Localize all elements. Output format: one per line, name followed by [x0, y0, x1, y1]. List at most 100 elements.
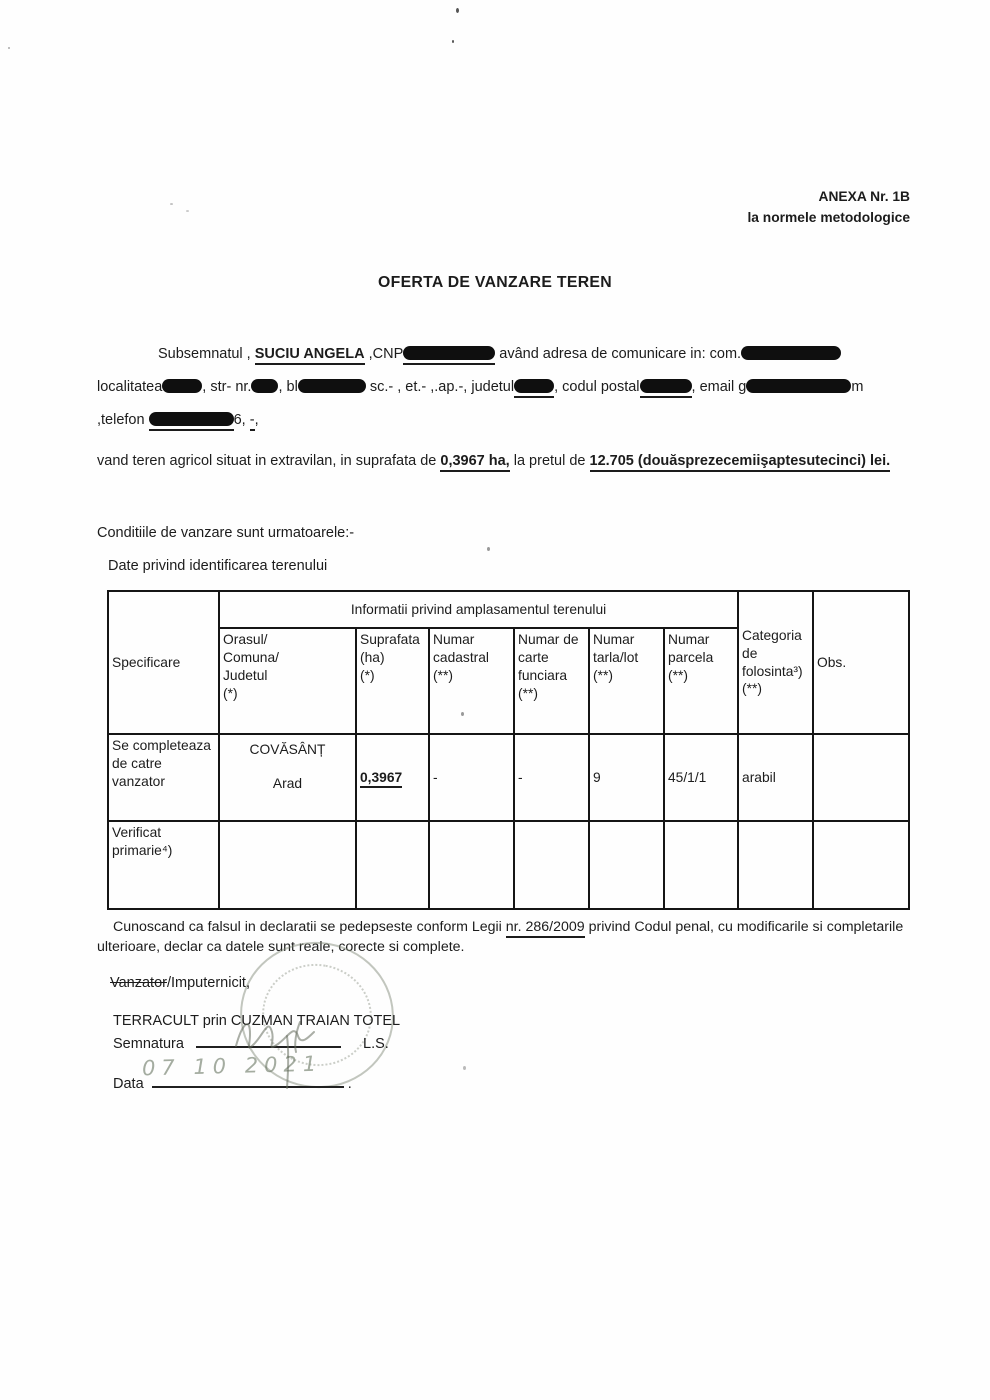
header-suprafata: Suprafata (ha) (*)	[355, 627, 430, 735]
scan-speck	[186, 210, 189, 212]
scan-speck	[463, 1066, 466, 1070]
row2-location	[218, 820, 357, 910]
header-specificare: Specificare	[107, 590, 220, 735]
intro-l3-after: 6,	[233, 412, 250, 428]
header-obs: Obs.	[812, 590, 911, 735]
header-carte-funciara: Numar de carte funciara (**)	[513, 627, 590, 735]
redaction-bar-street-no	[251, 379, 279, 393]
signature-blank-line	[195, 1032, 341, 1048]
row2-tarla	[588, 820, 665, 910]
signer-role: Vanzator/Imputernicit,	[110, 974, 250, 993]
table-row-verificat: Verificat primarie⁴)	[107, 820, 911, 910]
data-label: Data	[113, 1076, 144, 1092]
role-imputernicit: /Imputernicit,	[166, 975, 250, 991]
row1-suprafata: 0,3967	[355, 733, 430, 822]
row1-county: Arad	[272, 775, 303, 791]
legal-note-line-2: ulterioare, declar ca datele sunt reale,…	[97, 939, 465, 955]
scan-speck	[456, 8, 459, 13]
redaction-bar-postal	[639, 379, 692, 393]
redaction-bar-phone	[148, 412, 234, 426]
row1-tarla: 9	[588, 733, 665, 822]
header-span-informatii: Informatii privind amplasamentul terenul…	[217, 590, 740, 629]
redaction-bar-email	[746, 379, 852, 393]
law-reference: nr. 286/2009	[505, 919, 585, 938]
scan-speck	[487, 547, 490, 551]
offer-text-mid: la pretul de	[509, 453, 590, 469]
redaction-bar-block	[297, 379, 366, 393]
row1-city: COVĂSÂNȚ	[249, 742, 326, 757]
intro-l2-bl: , bl	[278, 379, 298, 395]
intro-l1-post: având adresa de comunicare in: com.	[495, 346, 742, 362]
redaction-bar-county	[514, 379, 555, 393]
intro-l1-cnp-label: ,CNP	[364, 346, 404, 362]
row1-cadastral: -	[428, 733, 515, 822]
intro-line-1: Subsemnatul , SUCIU ANGELA ,CNP având ad…	[158, 345, 842, 365]
row2-carte-funciara	[513, 820, 590, 910]
header-tarla: Numar tarla/lot (**)	[588, 627, 665, 735]
company-line: TERRACULT prin CUZMAN TRAIAN TOTEL	[113, 1013, 401, 1029]
annex-line-1: ANEXA Nr. 1B	[818, 189, 911, 204]
intro-l3-end: ,	[254, 412, 259, 428]
row1-label: Se completeaza de catre vanzator	[107, 733, 220, 822]
intro-line-3: ,telefon 6, -,	[97, 411, 259, 431]
semnatura-line: Semnatura L.S.	[113, 1032, 389, 1054]
row1-obs	[812, 733, 911, 822]
semnatura-label: Semnatura	[113, 1036, 184, 1052]
intro-l2-email: , email g	[691, 379, 747, 395]
land-table: Specificare Informatii privind amplasame…	[107, 590, 911, 910]
intro-l2-end: m	[851, 379, 864, 395]
phone-redaction-wrap	[148, 412, 234, 431]
ls-label: L.S.	[363, 1036, 389, 1052]
redaction-bar-cnp	[403, 346, 496, 360]
row1-location: COVĂSÂNȚ Arad	[218, 733, 357, 822]
row2-categoria	[737, 820, 815, 910]
annex-note: ANEXA Nr. 1B la normele metodologice	[747, 186, 910, 229]
row1-carte-funciara: -	[513, 733, 590, 822]
legal-note-line-1: Cunoscand ca falsul in declaratii se ped…	[113, 918, 904, 938]
offer-text: vand teren agricol situat in extravilan,…	[97, 453, 441, 469]
intro-l2-str: , str- nr.	[202, 379, 252, 395]
role-vanzator: Vanzator	[110, 975, 167, 991]
header-parcela: Numar parcela (**)	[662, 627, 740, 735]
county-redaction-wrap	[514, 379, 555, 398]
intro-l3-telefon: ,telefon	[97, 412, 149, 428]
data-period: .	[347, 1076, 352, 1092]
row2-suprafata	[355, 820, 430, 910]
handwritten-date: 07 10 2021	[141, 1051, 323, 1081]
land-area-value: 0,3967 ha,	[440, 453, 510, 472]
seller-name: SUCIU ANGELA	[254, 346, 365, 365]
document-title: OFERTA DE VANZARE TEREN	[378, 274, 612, 291]
row2-parcela	[662, 820, 740, 910]
intro-line-2: localitatea , str- nr. , bl sc.- , et.- ,.…	[97, 378, 864, 398]
scan-speck	[170, 203, 173, 205]
header-oras: Orasul/ Comuna/ Judetul (*)	[218, 627, 357, 735]
row2-cadastral	[428, 820, 515, 910]
postal-redaction-wrap	[639, 379, 692, 398]
price-value: 12.705 (douăsprezecemiişaptesutecinci) l…	[589, 453, 891, 472]
redaction-bar-commune	[741, 346, 842, 360]
intro-l1-pre: Subsemnatul ,	[158, 346, 255, 362]
table-row-seller: Se completeaza de catre vanzator COVĂSÂN…	[107, 733, 911, 822]
row1-parcela: 45/1/1	[662, 733, 740, 822]
legal-note-post: privind Codul penal, cu modificarile si …	[584, 919, 904, 935]
intro-l3-dash: -	[249, 412, 255, 431]
header-categoria: Categoria de folosinta³) (**)	[737, 590, 815, 735]
intro-l2-localitatea: localitatea	[97, 379, 163, 395]
conditions-heading: Conditiile de vanzare sunt urmatoarele:-	[97, 525, 355, 541]
intro-line-4: vand teren agricol situat in extravilan,…	[97, 452, 891, 472]
cnp-redaction-wrap	[403, 346, 496, 365]
row1-categoria: arabil	[737, 733, 815, 822]
intro-l2-sc: sc.- , et.- ,.ap.-, judetul	[365, 379, 515, 395]
redaction-bar-locality	[162, 379, 203, 393]
land-table-wrap: Specificare Informatii privind amplasame…	[107, 590, 911, 910]
row2-label: Verificat primarie⁴)	[107, 820, 220, 910]
scan-speck	[8, 47, 10, 49]
header-cadastral: Numar cadastral (**)	[428, 627, 515, 735]
annex-line-2: la normele metodologice	[747, 210, 910, 226]
legal-note-pre: Cunoscand ca falsul in declaratii se ped…	[113, 919, 506, 935]
row1-suprafata-value: 0,3967	[360, 769, 403, 788]
date-blank-line	[151, 1072, 344, 1088]
land-data-heading: Date privind identificarea terenului	[108, 558, 328, 574]
data-line: Data .	[113, 1072, 352, 1094]
